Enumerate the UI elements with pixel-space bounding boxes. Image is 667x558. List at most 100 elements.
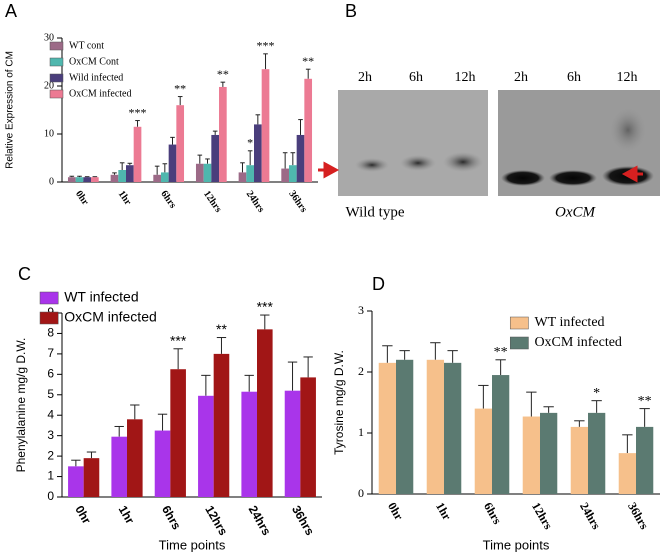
blot-band (501, 170, 545, 186)
bar (118, 170, 126, 182)
bar (300, 377, 316, 497)
blot-panel: B 2h 6h 12h 2h 6h 12h Wild type OxCM (318, 1, 660, 220)
x-axis-label: Time points (483, 537, 550, 552)
bar (68, 466, 84, 497)
bar (588, 412, 606, 494)
panel-label: D (372, 274, 385, 294)
bar (170, 369, 186, 497)
bar (176, 105, 185, 182)
annotation: ** (302, 54, 314, 68)
bar (426, 359, 444, 494)
bar (83, 458, 100, 497)
bar (75, 177, 84, 182)
lane-label: 6h (567, 70, 581, 85)
lane-label: 2h (358, 70, 372, 85)
x-tick-label: 24hrs (244, 189, 267, 215)
bar (127, 419, 143, 497)
lane-label: 6h (409, 70, 423, 85)
y-tick-label: 5 (47, 387, 54, 401)
annotation: ** (217, 67, 229, 81)
x-tick-label: 6hrs (158, 189, 178, 211)
lane-label: 12h (455, 70, 476, 85)
legend-swatch (509, 336, 529, 350)
x-tick-label: 12hrs (201, 189, 224, 215)
x-tick-label: 12hrs (202, 503, 230, 538)
x-tick-label: 36hrs (625, 500, 652, 532)
x-tick-label: 1hr (116, 503, 138, 526)
bar (213, 353, 230, 497)
bar (168, 144, 177, 182)
bar (284, 390, 301, 497)
bar (378, 362, 396, 494)
blot-band (443, 152, 483, 172)
bar (570, 426, 588, 494)
y-tick-label: 20 (44, 80, 54, 91)
legend-swatch (49, 57, 64, 67)
y-axis-label: Relative Expression of CM (5, 51, 16, 169)
annotation: * (593, 386, 600, 401)
legend-swatch (49, 89, 64, 99)
blot-band (355, 158, 389, 172)
bar (110, 174, 119, 182)
annotation: ** (638, 394, 652, 409)
bar (91, 177, 99, 182)
legend-swatch (509, 316, 529, 330)
x-tick-label: 36hrs (289, 503, 317, 538)
y-tick-label: 1 (47, 469, 54, 483)
legend-label: OxCM infected (69, 88, 132, 99)
bar (241, 391, 257, 497)
legend-label: OxCM Cont (69, 56, 119, 67)
legend-label: WT cont (69, 40, 104, 51)
x-tick-label: 24hrs (577, 500, 604, 532)
bar (238, 172, 247, 182)
bar (296, 134, 305, 182)
y-tick-label: 2 (47, 448, 54, 462)
annotation: ** (216, 321, 227, 337)
annotation: *** (170, 332, 187, 348)
bar (474, 408, 492, 494)
bar (254, 124, 262, 182)
bar (195, 163, 204, 182)
bar (126, 165, 134, 182)
panel: D 0 1 2 3 Tyrosine mg/g D.W. Time points 0hr 1hr… (332, 274, 660, 552)
y-tick-label: 2 (358, 364, 364, 378)
blot-band (549, 170, 597, 186)
annotation: ** (174, 81, 186, 95)
x-tick-label: 0hr (73, 189, 91, 208)
bar (288, 165, 297, 182)
y-axis-label: Tyrosine mg/g D.W. (332, 350, 346, 455)
bar (492, 375, 510, 494)
arrow (621, 165, 643, 183)
legend-swatch (49, 73, 64, 83)
bar (83, 177, 92, 182)
x-tick-label: 1hr (116, 189, 134, 208)
blot-smear (610, 108, 646, 152)
blot-image (338, 90, 488, 196)
panel-label: B (345, 1, 357, 21)
y-tick-label: 0 (49, 176, 54, 187)
bar (246, 165, 254, 182)
x-tick-label: 0hr (385, 500, 406, 523)
x-tick-label: 6hrs (159, 503, 184, 532)
bar (636, 426, 654, 494)
bar (160, 172, 169, 182)
bar (153, 174, 161, 182)
legend-swatch (39, 291, 59, 305)
x-tick-label: 0hr (72, 503, 94, 526)
blot-caption: OxCM (555, 204, 596, 220)
y-tick-label: 7 (47, 346, 54, 360)
y-tick-label: 8 (47, 326, 54, 340)
lane-label: 12h (617, 70, 638, 85)
annotation: *** (257, 299, 274, 315)
annotation: *** (257, 39, 275, 53)
panel: C0123456789Phenylalanine mg/g D.W.Time p… (14, 264, 322, 552)
lane-label: 2h (514, 70, 528, 85)
arrow (318, 161, 340, 179)
bar (444, 362, 462, 494)
bar (540, 412, 558, 494)
bar (396, 359, 414, 494)
panel-label: C (18, 264, 31, 284)
legend-label: Wild infected (69, 72, 123, 83)
panel-label: A (5, 1, 17, 21)
y-axis-label: Phenylalanine mg/g D.W. (14, 338, 28, 473)
